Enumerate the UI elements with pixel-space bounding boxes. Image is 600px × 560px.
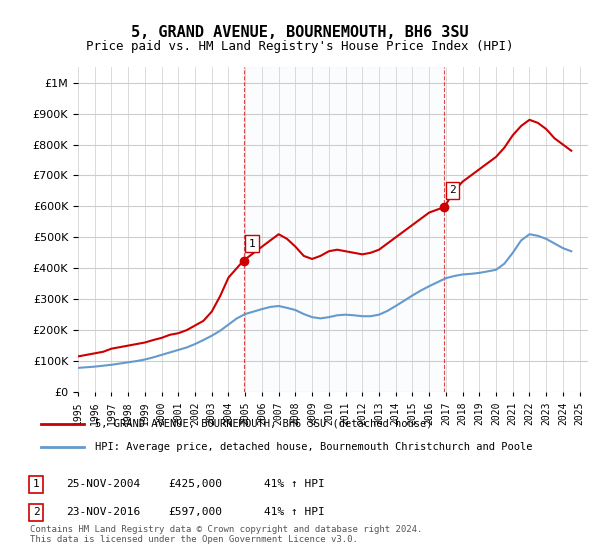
- Text: 1: 1: [32, 479, 40, 489]
- Text: 41% ↑ HPI: 41% ↑ HPI: [264, 479, 325, 489]
- Text: £597,000: £597,000: [168, 507, 222, 517]
- Text: 5, GRAND AVENUE, BOURNEMOUTH, BH6 3SU (detached house): 5, GRAND AVENUE, BOURNEMOUTH, BH6 3SU (d…: [95, 419, 432, 429]
- Text: Price paid vs. HM Land Registry's House Price Index (HPI): Price paid vs. HM Land Registry's House …: [86, 40, 514, 53]
- Bar: [244, 67, 444, 392]
- Text: Contains HM Land Registry data © Crown copyright and database right 2024.
This d: Contains HM Land Registry data © Crown c…: [30, 525, 422, 544]
- Text: 2: 2: [449, 185, 456, 195]
- Text: 1: 1: [248, 239, 256, 249]
- Text: £425,000: £425,000: [168, 479, 222, 489]
- Text: 5, GRAND AVENUE, BOURNEMOUTH, BH6 3SU: 5, GRAND AVENUE, BOURNEMOUTH, BH6 3SU: [131, 25, 469, 40]
- Text: 25-NOV-2004: 25-NOV-2004: [66, 479, 140, 489]
- Text: 2: 2: [32, 507, 40, 517]
- Text: 41% ↑ HPI: 41% ↑ HPI: [264, 507, 325, 517]
- Text: HPI: Average price, detached house, Bournemouth Christchurch and Poole: HPI: Average price, detached house, Bour…: [95, 442, 532, 452]
- Text: 23-NOV-2016: 23-NOV-2016: [66, 507, 140, 517]
